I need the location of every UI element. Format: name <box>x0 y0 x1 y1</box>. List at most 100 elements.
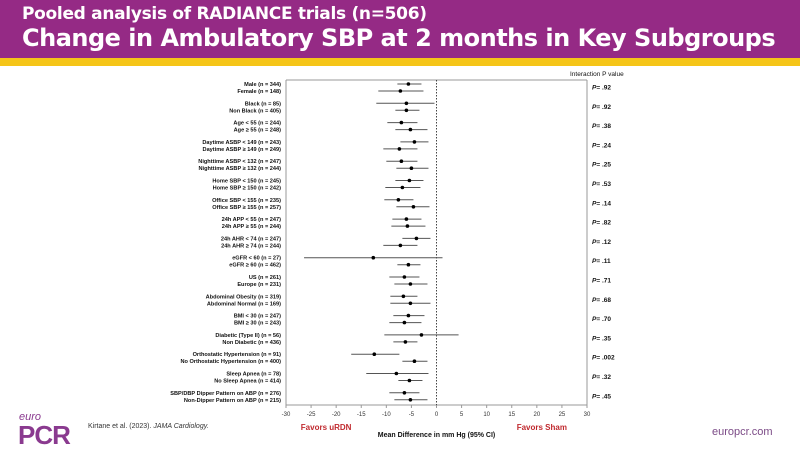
x-tick-label: -15 <box>357 412 366 418</box>
x-tick-label: 15 <box>508 412 515 418</box>
slide-header: Pooled analysis of RADIANCE trials (n=50… <box>0 0 800 58</box>
subgroup-label: Office SBP ≥ 155 (n = 257) <box>212 205 281 211</box>
citation: Kirtane et al. (2023). JAMA Cardiology. <box>88 423 209 430</box>
point-estimate <box>411 205 416 209</box>
subgroup-label: US (n = 261) <box>249 275 281 281</box>
interaction-p-value: P= .002 <box>592 355 615 362</box>
interaction-p-value: P= .53 <box>592 181 611 188</box>
subgroup-label: Age ≥ 55 (n = 248) <box>234 128 282 134</box>
point-estimate <box>407 378 412 383</box>
subgroup-label: Home SBP ≥ 150 (n = 242) <box>213 186 282 192</box>
point-estimate <box>371 255 376 260</box>
interaction-p-value: P= .38 <box>592 123 611 130</box>
logo-pcr-text: PCR <box>18 420 71 450</box>
subgroup-label: Home SBP < 150 (n = 245) <box>212 179 281 185</box>
interaction-p-value: P= .25 <box>592 162 611 169</box>
interaction-p-value: P= .92 <box>592 85 611 92</box>
interaction-p-value: P= .82 <box>592 220 611 227</box>
subgroup-label: Europe (n = 231) <box>237 282 281 288</box>
point-estimate <box>401 294 406 299</box>
x-tick-label: 10 <box>483 412 490 418</box>
subgroup-label: 24h APP ≥ 55 (n = 244) <box>222 224 281 230</box>
slide-subtitle: Pooled analysis of RADIANCE trials (n=50… <box>22 4 427 24</box>
point-estimate <box>404 108 409 113</box>
point-estimate <box>406 313 411 318</box>
subgroup-label: No Sleep Apnea (n = 414) <box>214 379 281 385</box>
x-tick-label: -25 <box>307 412 316 418</box>
pvalue-header: Interaction P value <box>570 71 624 78</box>
subgroup-label: Nighttime ASBP < 132 (n = 247) <box>198 159 281 165</box>
interaction-p-value: P= .70 <box>592 316 611 323</box>
point-estimate <box>372 352 377 357</box>
interaction-p-value: P= .14 <box>592 200 611 207</box>
point-estimate <box>396 198 401 202</box>
point-estimate <box>403 340 408 344</box>
x-tick-label: -5 <box>409 412 415 418</box>
point-estimate <box>398 243 403 248</box>
point-estimate <box>408 398 413 402</box>
point-estimate <box>404 217 409 221</box>
subgroup-label: BMI ≥ 30 (n = 243) <box>234 321 281 327</box>
interaction-p-value: P= .71 <box>592 278 611 285</box>
accent-bar <box>0 58 800 66</box>
interaction-p-value: P= .24 <box>592 142 611 149</box>
interaction-p-value: P= .45 <box>592 393 611 400</box>
point-estimate <box>399 120 404 125</box>
citation-authors: Kirtane et al. (2023). <box>88 423 152 430</box>
point-estimate <box>414 236 419 241</box>
subgroup-label: 24h APP < 55 (n = 247) <box>222 217 282 223</box>
point-estimate <box>406 262 411 267</box>
subgroup-label: Orthostatic Hypertension (n = 91) <box>193 352 282 358</box>
subgroup-label: Female (n = 148) <box>237 89 281 95</box>
subgroup-label: Diabetic (Type II) (n = 56) <box>215 333 281 339</box>
point-estimate <box>419 333 424 337</box>
point-estimate <box>402 391 407 395</box>
favors-urdn-label: Favors uRDN <box>301 423 352 432</box>
interaction-p-value: P= .32 <box>592 374 611 381</box>
x-tick-label: -20 <box>332 412 341 418</box>
subgroup-label: Daytime ASBP < 149 (n = 243) <box>202 140 281 146</box>
subgroup-label: Male (n = 344) <box>244 82 281 88</box>
europcr-logo: euro PCR <box>18 411 71 450</box>
subgroup-label: 24h AHR < 74 (n = 247) <box>221 236 281 242</box>
subgroup-label: Nighttime ASBP ≥ 132 (n = 244) <box>199 166 282 172</box>
subgroup-label: Office SBP < 155 (n = 235) <box>212 198 281 204</box>
x-tick-label: 20 <box>533 412 540 418</box>
interaction-p-value: P= .68 <box>592 297 611 304</box>
point-estimate <box>409 166 414 170</box>
interaction-p-value: P= .11 <box>592 258 611 265</box>
point-estimate <box>398 89 403 93</box>
subgroup-label: Abdominal Obesity (n = 319) <box>206 294 282 300</box>
point-estimate <box>400 185 405 190</box>
subgroup-label: Age < 55 (n = 244) <box>233 121 281 127</box>
subgroup-label: Black (n = 85) <box>245 101 281 107</box>
point-estimate <box>397 147 402 151</box>
subgroup-label: Non Black (n = 405) <box>229 108 281 114</box>
subgroup-label: eGFR ≥ 60 (n = 462) <box>229 263 281 269</box>
point-estimate <box>408 301 413 306</box>
interaction-p-value: P= .12 <box>592 239 611 246</box>
subgroup-label: Daytime ASBP ≥ 149 (n = 249) <box>203 147 282 153</box>
logo-euro-text: euro <box>19 411 42 423</box>
x-tick-label: 0 <box>435 412 439 418</box>
x-tick-label: 25 <box>559 412 566 418</box>
subgroup-label: No Orthostatic Hypertension (n = 400) <box>180 359 281 365</box>
point-estimate <box>412 359 417 364</box>
point-estimate <box>408 282 413 286</box>
point-estimate <box>408 127 413 132</box>
subgroup-label: Non-Dipper Pattern on ABP (n = 215) <box>184 398 281 404</box>
x-axis-label: Mean Difference in mm Hg (95% CI) <box>378 432 495 439</box>
x-tick-label: 30 <box>584 412 591 418</box>
website-link[interactable]: europcr.com <box>712 426 773 438</box>
x-tick-label: -30 <box>282 412 291 418</box>
favors-sham-label: Favors Sham <box>517 423 567 432</box>
x-tick-label: -10 <box>382 412 391 418</box>
point-estimate <box>399 159 404 163</box>
subgroup-label: Abdominal Normal (n = 169) <box>207 301 281 307</box>
subgroup-label: BMI < 30 (n = 247) <box>234 314 281 320</box>
point-estimate <box>412 140 417 144</box>
subgroup-label: Sleep Apnea (n = 78) <box>226 372 281 378</box>
interaction-p-value: P= .92 <box>592 104 611 111</box>
point-estimate <box>402 275 407 279</box>
